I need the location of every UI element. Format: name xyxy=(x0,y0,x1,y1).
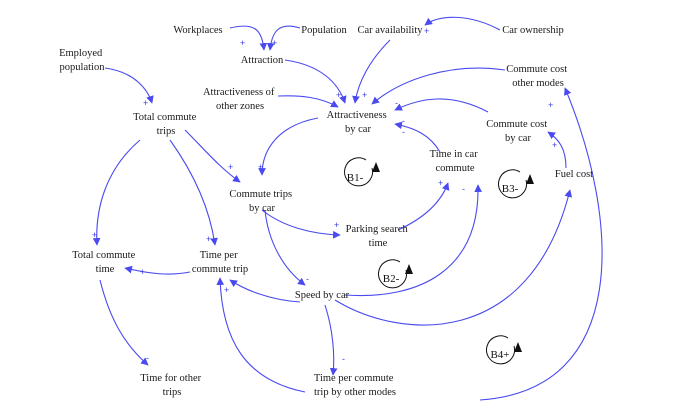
loop-b2-arrowhead xyxy=(405,264,413,274)
sign-minus: - xyxy=(566,188,569,198)
sign-plus: + xyxy=(438,178,443,188)
loop-b3-arrowhead xyxy=(526,174,534,184)
node-workplaces: Workplaces xyxy=(173,25,222,36)
sign-plus: + xyxy=(336,90,341,100)
loop-indicators: B1- B3- B2- B4+ xyxy=(344,157,534,365)
edge-tripsbycar-parking xyxy=(261,209,341,239)
node-time-for-other-trips: Time for other trips xyxy=(140,373,203,398)
loop-b4-label: B4+ xyxy=(490,349,509,361)
node-commute-trips-by-car: Commute trips by car xyxy=(229,189,294,214)
edge-speed-fuelcost xyxy=(334,189,573,326)
edge-outer-loop-othermodes xyxy=(479,87,603,401)
node-speed-by-car: Speed by car xyxy=(295,290,350,301)
nodes: Workplaces Population Car availability C… xyxy=(59,25,593,398)
loop-b4-arrowhead xyxy=(514,342,522,352)
sign-plus: + xyxy=(258,162,263,172)
loop-b3: B3- xyxy=(498,169,534,199)
node-total-commute-trips: Total commute trips xyxy=(133,112,199,137)
edge-otherzones-attractiveness xyxy=(277,95,339,108)
loop-b4: B4+ xyxy=(486,335,522,365)
edge-attraction-attractiveness xyxy=(284,59,347,104)
sign-minus: - xyxy=(395,98,398,108)
edge-speed-timeincar xyxy=(344,184,483,297)
sign-plus: + xyxy=(362,90,367,100)
edge-workplaces-attraction xyxy=(229,25,268,51)
node-commute-cost-other-modes: Commute cost other modes xyxy=(506,64,570,89)
edge-employed-totaltrips xyxy=(104,67,154,104)
loop-b1-arrowhead xyxy=(372,162,380,172)
sign-plus: + xyxy=(334,220,339,230)
edge-totaltime-otherstrips xyxy=(99,279,149,366)
node-total-commute-time: Total commute time xyxy=(72,250,138,275)
edge-tripsbycar-speed xyxy=(264,209,306,286)
polarity-signs: + + + + + - - - + + + + + + + + + - - - … xyxy=(92,26,569,364)
sign-plus: + xyxy=(143,98,148,108)
loop-b1: B1- xyxy=(344,157,380,187)
edges xyxy=(92,16,603,401)
loop-b2: B2- xyxy=(378,259,413,289)
node-car-availability: Car availability xyxy=(357,25,423,36)
sign-plus: + xyxy=(224,285,229,295)
node-fuel-cost: Fuel cost xyxy=(555,169,593,180)
loop-b2-label: B2- xyxy=(383,273,400,285)
edge-population-attraction xyxy=(266,25,301,51)
node-population: Population xyxy=(301,25,347,36)
node-attractiveness-by-car: Attractiveness by car xyxy=(327,110,390,135)
sign-plus: + xyxy=(272,38,277,48)
sign-plus: + xyxy=(548,100,553,110)
edge-othermodes-attractiveness xyxy=(371,67,506,105)
sign-minus: - xyxy=(306,274,309,284)
sign-minus: - xyxy=(146,353,149,363)
sign-minus: - xyxy=(402,127,405,137)
edge-totaltrips-totaltime xyxy=(92,139,141,246)
node-parking-search-time: Parking search time xyxy=(346,224,411,249)
loop-b1-ring xyxy=(344,157,374,187)
edge-carownership-caravailability xyxy=(424,16,501,31)
sign-plus: + xyxy=(92,230,97,240)
sign-plus: + xyxy=(240,38,245,48)
edge-costbycar-attractiveness xyxy=(394,98,489,113)
node-attractiveness-other-zones: Attractiveness of other zones xyxy=(203,87,277,112)
loop-b3-label: B3- xyxy=(502,183,519,195)
node-commute-cost-by-car: Commute cost by car xyxy=(486,119,550,144)
edge-timepertrip-totaltime xyxy=(124,265,191,275)
sign-plus: + xyxy=(228,162,233,172)
node-employed-population: Employed population xyxy=(59,48,105,73)
node-car-ownership: Car ownership xyxy=(502,25,564,36)
edge-fuelcost-costbycar xyxy=(547,131,567,169)
edge-speed-timepertrip xyxy=(229,279,301,303)
sign-plus: + xyxy=(140,267,145,277)
sign-minus: - xyxy=(402,116,405,126)
loop-b4-ring xyxy=(486,335,516,365)
edge-timeincar-attractiveness xyxy=(394,121,441,153)
loop-b1-label: B1- xyxy=(347,172,364,184)
edge-attractiveness-tripsbycar xyxy=(258,117,319,176)
sign-minus: - xyxy=(232,277,235,287)
sign-plus: + xyxy=(206,234,211,244)
loop-b3-ring xyxy=(498,169,528,199)
loop-b2-ring xyxy=(378,259,408,289)
edge-othermodes-timepertrip xyxy=(216,277,306,393)
node-time-per-commute-trip-other-modes: Time per commute trip by other modes xyxy=(314,373,396,398)
edge-speed-othermodes xyxy=(324,304,338,376)
sign-minus: - xyxy=(462,184,465,194)
sign-minus: - xyxy=(342,354,345,364)
node-time-per-commute-trip: Time per commute trip xyxy=(192,250,248,275)
edge-caravailability-attractiveness xyxy=(352,39,391,104)
edge-totaltrips-timepertrip xyxy=(169,139,218,246)
sign-plus: + xyxy=(424,26,429,36)
edge-totaltrips-tripsbycar xyxy=(184,129,241,183)
node-attraction: Attraction xyxy=(241,55,284,66)
edge-parking-timeincar xyxy=(397,182,450,231)
node-time-in-car-commute: Time in car commute xyxy=(430,149,481,174)
sign-plus: + xyxy=(552,140,557,150)
